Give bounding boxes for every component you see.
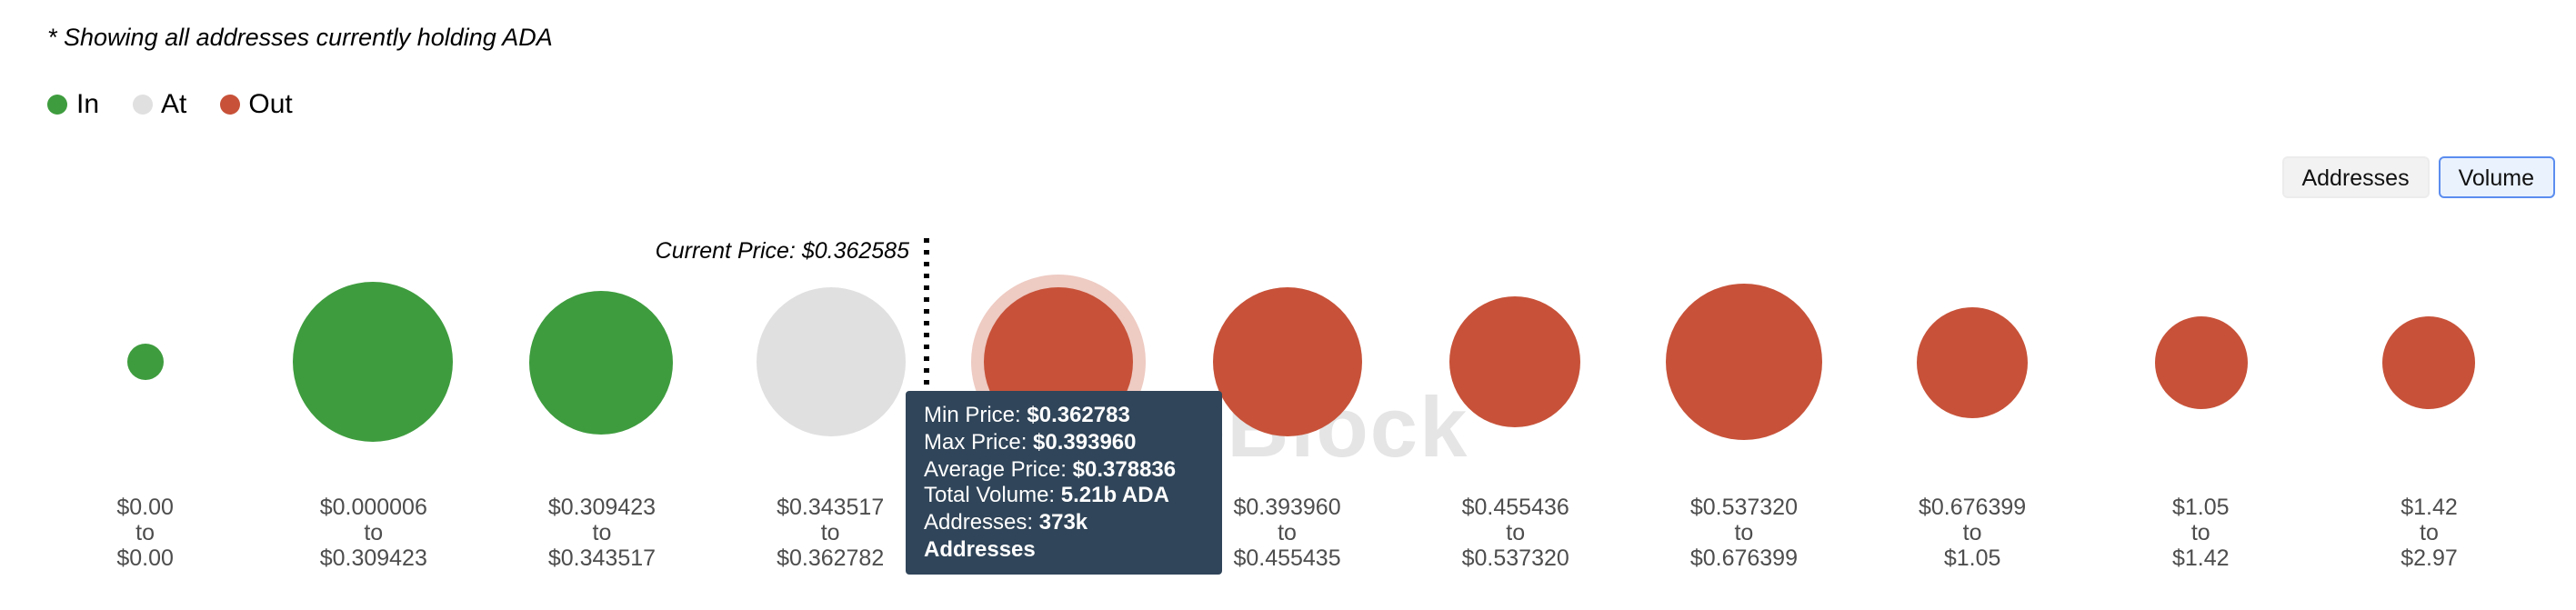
bubble-out-5[interactable]	[1212, 287, 1362, 436]
legend-dot-at-icon	[132, 95, 153, 115]
tooltip-row: Min Price: $0.362783	[924, 402, 1130, 427]
chart-note: * Showing all addresses currently holdin…	[47, 24, 553, 51]
chart-column: $0.676399 to $1.05	[1859, 0, 2087, 609]
legend-item-in[interactable]: In	[47, 89, 99, 120]
tooltip-row: Average Price: $0.378836	[924, 455, 1177, 482]
chart-column: $0.00 to $0.00	[31, 0, 259, 609]
x-axis-label: $0.455436 to $0.537320	[1461, 495, 1569, 571]
bubble-in-1[interactable]	[293, 282, 454, 442]
legend-item-out[interactable]: Out	[219, 89, 293, 120]
x-axis-label: $0.309423 to $0.343517	[547, 495, 657, 571]
x-axis-label: $0.676399 to $1.05	[1919, 495, 2027, 571]
bubble-at-3[interactable]	[756, 287, 906, 436]
legend-label-out: Out	[248, 89, 293, 120]
legend: In At Out	[47, 89, 293, 120]
bubble-out-9[interactable]	[2154, 315, 2248, 408]
x-axis-label: $0.393960 to $0.455435	[1233, 495, 1341, 571]
current-price-label: Current Price: $0.362585	[655, 238, 909, 264]
x-axis-label: $1.05 to $1.42	[2172, 495, 2230, 571]
legend-label-at: At	[161, 89, 187, 120]
view-toggle-group: Addresses Volume	[2281, 156, 2554, 198]
x-axis-label: $0.343517 to $0.362782	[777, 495, 885, 571]
legend-dot-in-icon	[47, 95, 67, 115]
toggle-addresses-button[interactable]: Addresses	[2281, 156, 2430, 198]
bubble-out-7[interactable]	[1665, 284, 1822, 440]
chart-column: $1.42 to $2.97	[2315, 0, 2543, 609]
legend-label-in: In	[76, 89, 100, 120]
bubble-in-0[interactable]	[126, 344, 164, 380]
tooltip-row: Addresses: 373k Addresses	[924, 509, 1088, 562]
chart-column: $0.343517 to $0.362782	[717, 0, 945, 609]
tooltip-row: Total Volume: 5.21b ADA	[924, 482, 1169, 508]
chart-column: $0.393960 to $0.455435	[1173, 0, 1401, 609]
chart-column: $0.309423 to $0.343517	[487, 0, 716, 609]
bubble-out-8[interactable]	[1917, 306, 2029, 417]
chart-column: $1.05 to $1.42	[2087, 0, 2315, 609]
bubble-out-10[interactable]	[2382, 315, 2476, 408]
bubble-out-6[interactable]	[1449, 296, 1581, 427]
legend-dot-out-icon	[219, 95, 240, 115]
bubble-chart: $0.00 to $0.00 $0.000006 to $0.309423 $0.30942…	[31, 0, 2543, 609]
x-axis-label: $1.42 to $2.97	[2401, 495, 2458, 571]
current-price-line	[924, 238, 928, 398]
legend-item-at[interactable]: At	[132, 89, 186, 120]
chart-column: $0.537320 to $0.676399	[1629, 0, 1858, 609]
tooltip-row: Max Price: $0.393960	[924, 428, 1137, 455]
chart-column: $0.000006 to $0.309423	[259, 0, 487, 609]
chart-column: $0.455436 to $0.537320	[1401, 0, 1629, 609]
x-axis-label: $0.537320 to $0.676399	[1689, 495, 1798, 571]
tooltip: Min Price: $0.362783 Max Price: $0.393960…	[906, 391, 1222, 575]
toggle-volume-button[interactable]: Volume	[2438, 156, 2554, 198]
x-axis-label: $0.00 to $0.00	[116, 495, 174, 571]
x-axis-label: $0.000006 to $0.309423	[319, 495, 427, 571]
bubble-in-2[interactable]	[529, 290, 674, 434]
